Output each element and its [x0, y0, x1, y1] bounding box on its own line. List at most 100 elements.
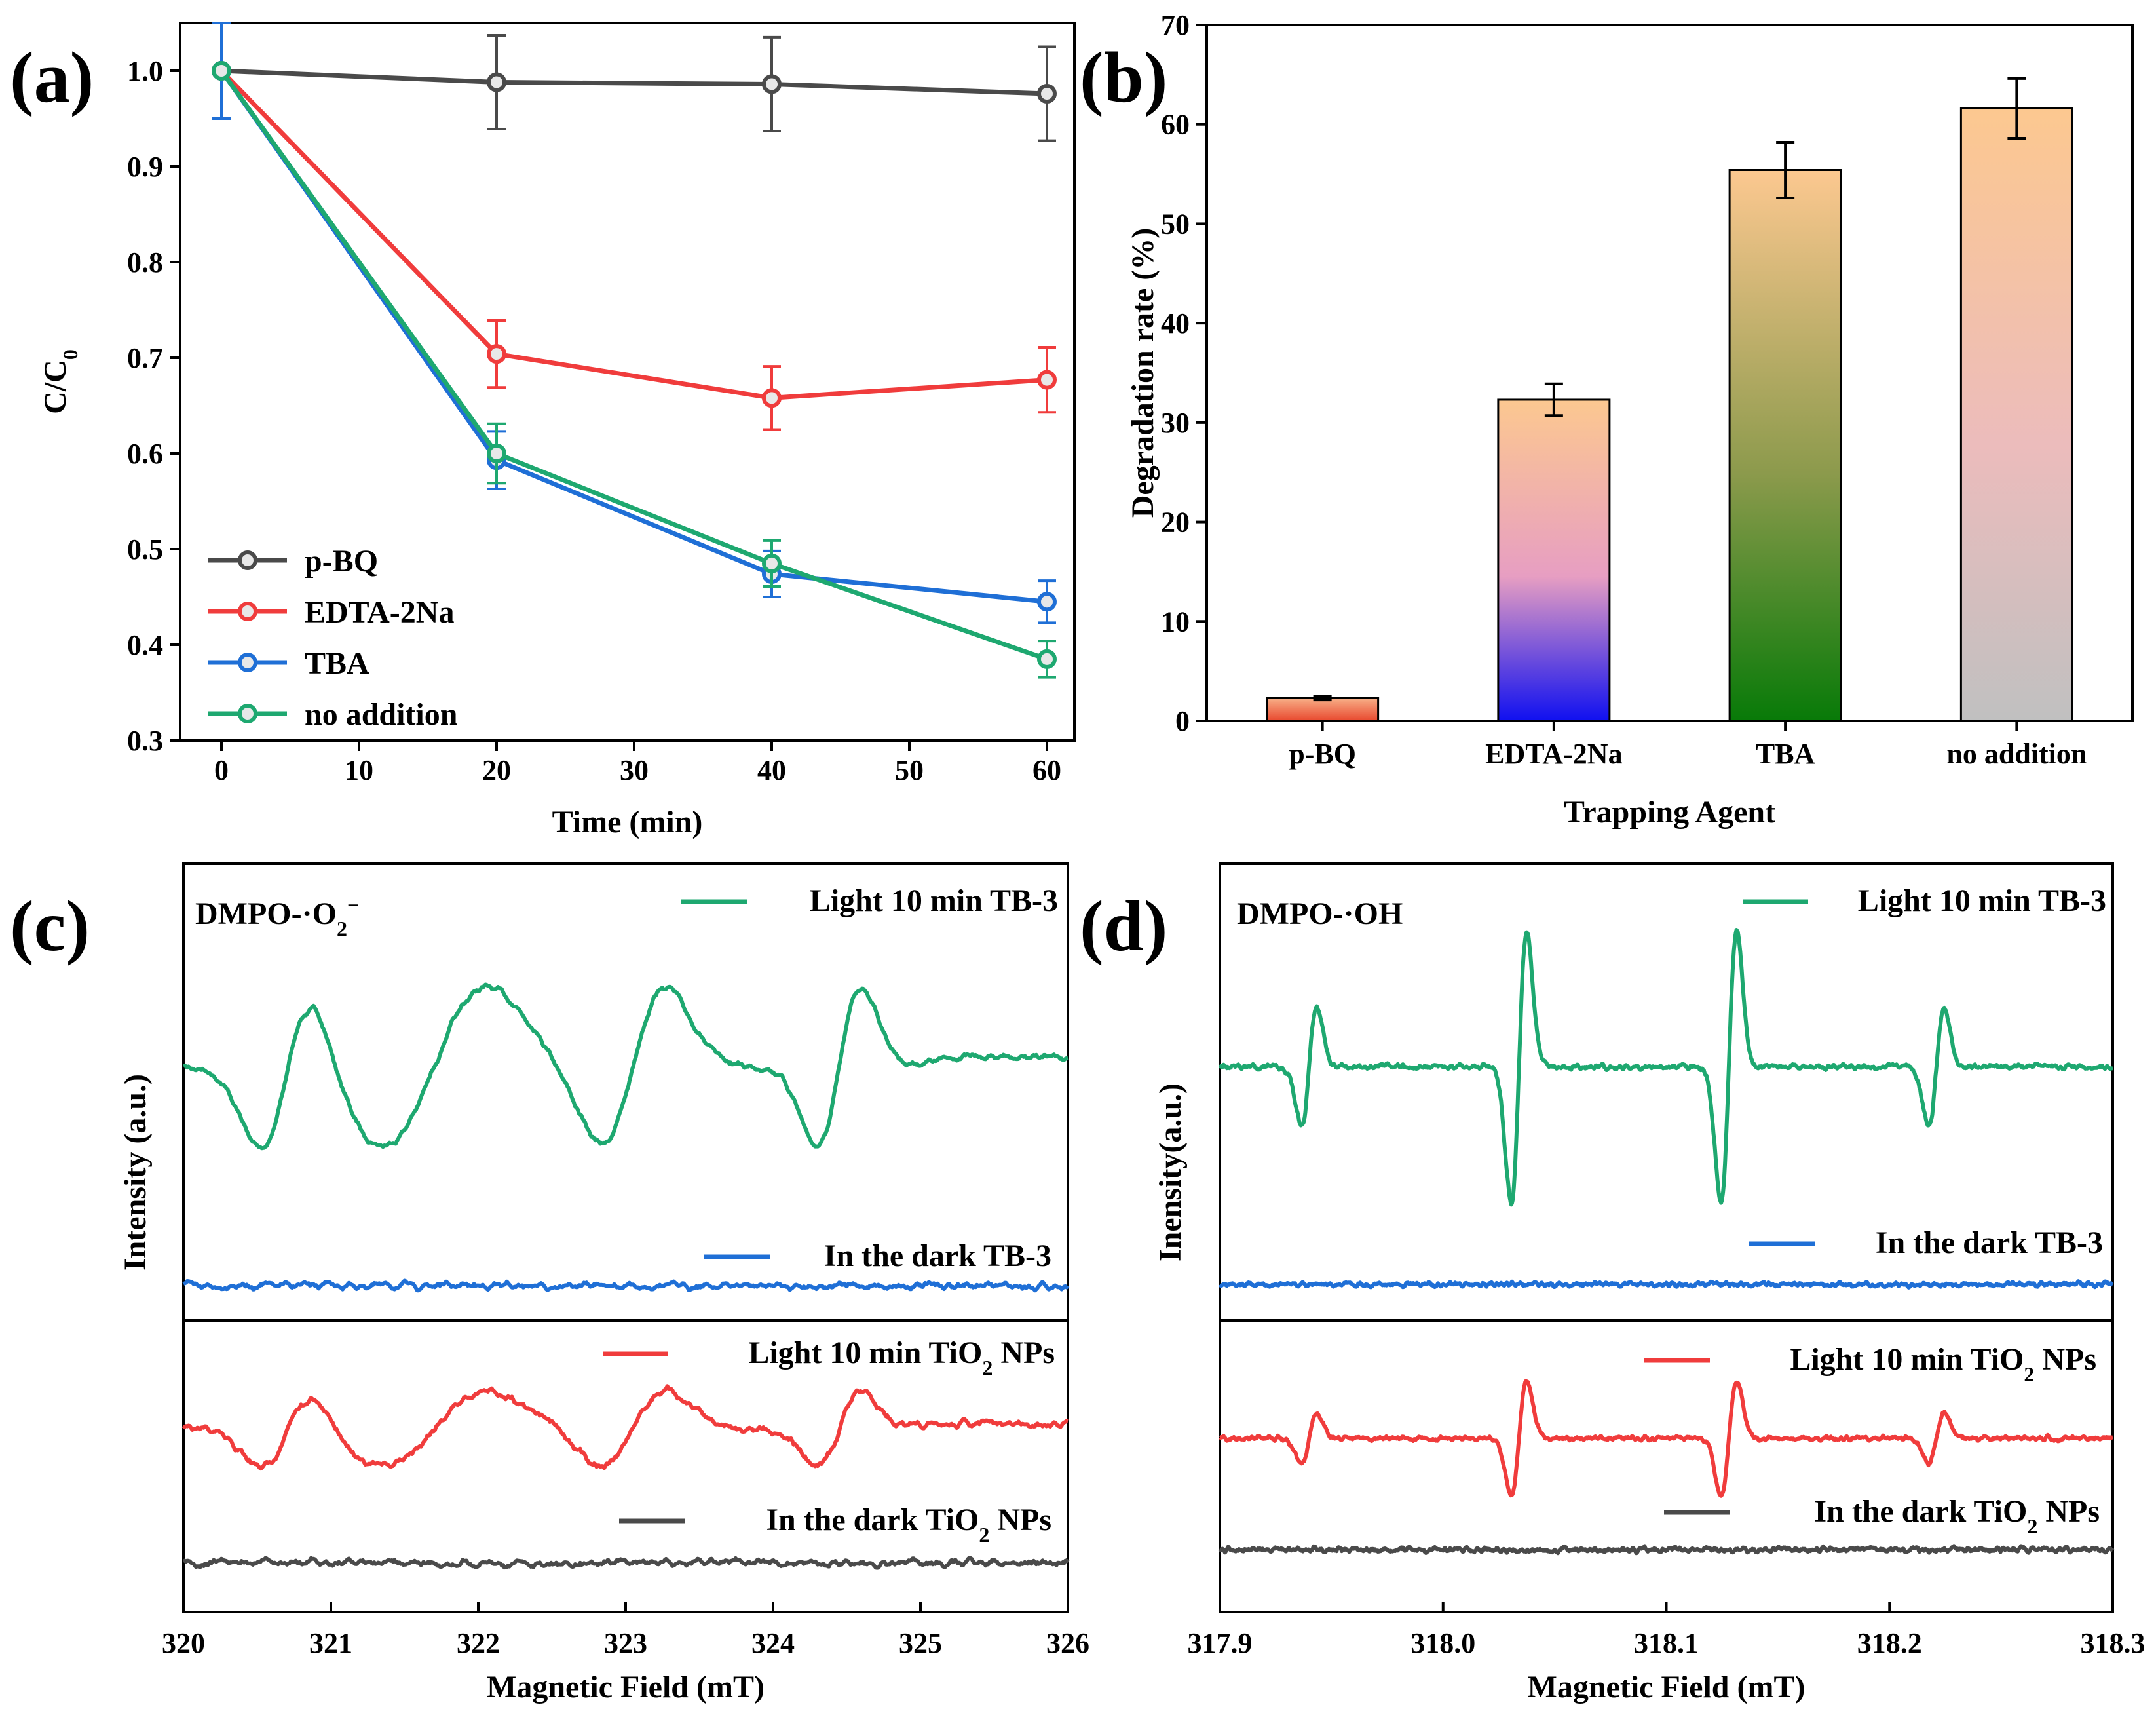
epr-trace	[181, 1384, 1069, 1471]
x-axis-label: Magnetic Field (mT)	[487, 1670, 765, 1704]
panel-d: (d) 317.9 318.0 318.1 318.2 318.3 Magnetic Fie…	[1080, 862, 2146, 1704]
title-sub: 2	[337, 917, 347, 940]
bar-p-BQ	[1266, 697, 1380, 722]
x-tick-label: 20	[482, 754, 511, 786]
x-tick-label: 318.0	[1410, 1627, 1475, 1659]
data-point	[212, 61, 231, 81]
x-tick-label: no addition	[1946, 738, 2087, 770]
x-tick-label: 322	[457, 1627, 500, 1659]
y-tick-label: 30	[1161, 407, 1190, 439]
y-tick-label: 0.9	[127, 151, 163, 183]
x-tick-label: 318.1	[1634, 1627, 1699, 1659]
y-axis-label-sub: 0	[58, 349, 82, 360]
x-tick-label: 317.9	[1188, 1627, 1253, 1659]
panel-b-frame	[1205, 24, 2134, 722]
trace-label-main: Light 10 min TB-3	[810, 883, 1058, 918]
epr-trace	[1218, 1544, 2115, 1556]
x-tick-label: 323	[604, 1627, 647, 1659]
data-point	[1037, 649, 1057, 669]
x-axis-label: Time (min)	[552, 805, 703, 839]
y-tick-label: 0.3	[127, 725, 163, 757]
panel-b: (b) 0 10 20 30 40 50 60 70 Trapping Agent Degradat…	[1080, 9, 2134, 830]
trace-label: Light 10 min TiO2 NPs	[748, 1335, 1055, 1379]
legend-label: TBA	[305, 646, 369, 681]
y-tick-label: 0.4	[127, 629, 163, 661]
epr-trace	[182, 1278, 1070, 1293]
trace-label-tail: NPs	[2034, 1342, 2096, 1377]
y-tick-label: 1.0	[127, 55, 163, 87]
legend-marker	[238, 704, 257, 723]
x-tick-label: 325	[899, 1627, 942, 1659]
x-tick-label: 10	[345, 754, 373, 786]
panel-b-label: (b)	[1080, 37, 1167, 117]
y-tick-label: 10	[1161, 605, 1190, 638]
trace-label-main: In the dark TiO	[766, 1503, 979, 1537]
trace-label: Light 10 min TB-3	[1858, 883, 2106, 918]
x-tick-label: 326	[1046, 1627, 1089, 1659]
trace-label-main: Light 10 min TB-3	[1858, 883, 2106, 918]
trace-label: In the dark TB-3	[824, 1239, 1051, 1273]
legend-marker	[238, 602, 257, 621]
trace-label: Light 10 min TiO2 NPs	[1790, 1342, 2096, 1386]
trace-label: In the dark TiO2 NPs	[766, 1503, 1051, 1546]
panel-c-title: DMPO-·O2−	[195, 893, 359, 940]
trace-label-main: In the dark TB-3	[1876, 1225, 2103, 1260]
y-tick-label: 60	[1161, 109, 1190, 141]
series-TBA	[212, 22, 1057, 624]
trace-label-sub: 2	[982, 1356, 993, 1379]
x-tick-label: 318.2	[1857, 1627, 1922, 1659]
y-axis-label-main: C/C	[38, 360, 73, 414]
series-line	[219, 69, 1048, 604]
bar-TBA	[1728, 169, 1842, 722]
y-axis-label: Inensity(a.u.)	[1153, 1083, 1188, 1261]
x-tick-label: 60	[1032, 754, 1061, 786]
legend-label: p-BQ	[305, 544, 378, 579]
x-tick-label: 318.3	[2081, 1627, 2146, 1659]
trace-label-sub: 2	[2027, 1514, 2037, 1538]
legend-label: EDTA-2Na	[305, 595, 454, 630]
y-tick-label: 70	[1161, 9, 1190, 41]
x-tick-label: p-BQ	[1289, 738, 1356, 770]
data-point	[1037, 84, 1057, 104]
panel-d-label: (d)	[1080, 886, 1167, 966]
panel-d-title: DMPO-·OH	[1237, 896, 1403, 931]
x-tick-label: 321	[309, 1627, 352, 1659]
data-point	[1037, 370, 1057, 390]
x-tick-label: 30	[620, 754, 649, 786]
legend-marker	[238, 550, 257, 570]
x-axis-label: Magnetic Field (mT)	[1528, 1670, 1806, 1704]
y-tick-label: 0.8	[127, 246, 163, 278]
bar-no-addition	[1959, 107, 2073, 722]
series-EDTA-2Na	[212, 61, 1057, 431]
panel-c: (c) 320 321 322 323 324 325 326 Magnetic Field (…	[10, 862, 1089, 1704]
y-axis-label: Degradation rate (%)	[1125, 228, 1160, 518]
bar-EDTA-2Na	[1497, 398, 1611, 722]
panel-a-label: (a)	[10, 37, 94, 117]
series-line	[221, 68, 1048, 96]
x-axis-label: Trapping Agent	[1564, 795, 1775, 830]
panel-c-frame	[182, 862, 1069, 1613]
trace-label-main: In the dark TiO	[1814, 1494, 2027, 1529]
trace-label: Light 10 min TB-3	[810, 883, 1058, 918]
y-tick-label: 0.6	[127, 438, 163, 470]
trace-label-sub: 2	[2024, 1362, 2034, 1386]
series-line	[219, 69, 1048, 662]
data-point	[487, 344, 506, 364]
y-tick-label: 0.5	[127, 533, 163, 566]
x-tick-label: EDTA-2Na	[1485, 738, 1622, 770]
epr-trace	[182, 1556, 1070, 1570]
x-tick-label: 40	[757, 754, 786, 786]
x-tick-label: TBA	[1756, 738, 1815, 770]
x-tick-label: 0	[214, 754, 229, 786]
trace-label-main: Light 10 min TiO	[1790, 1342, 2024, 1377]
trace-label-main: Light 10 min TiO	[748, 1335, 982, 1370]
panel-a: (a) 0 10 20 30 40 50 60 0.3 0.4 0.5 0.6 0.7 0.8 0.9 1.0…	[10, 22, 1076, 839]
data-point	[487, 444, 506, 463]
trace-label: In the dark TiO2 NPs	[1814, 1494, 2100, 1538]
trace-label-main: In the dark TB-3	[824, 1239, 1051, 1273]
data-point	[487, 72, 506, 92]
panel-a-frame	[179, 22, 1076, 742]
epr-trace	[1219, 1379, 2114, 1498]
legend-marker	[238, 653, 257, 672]
